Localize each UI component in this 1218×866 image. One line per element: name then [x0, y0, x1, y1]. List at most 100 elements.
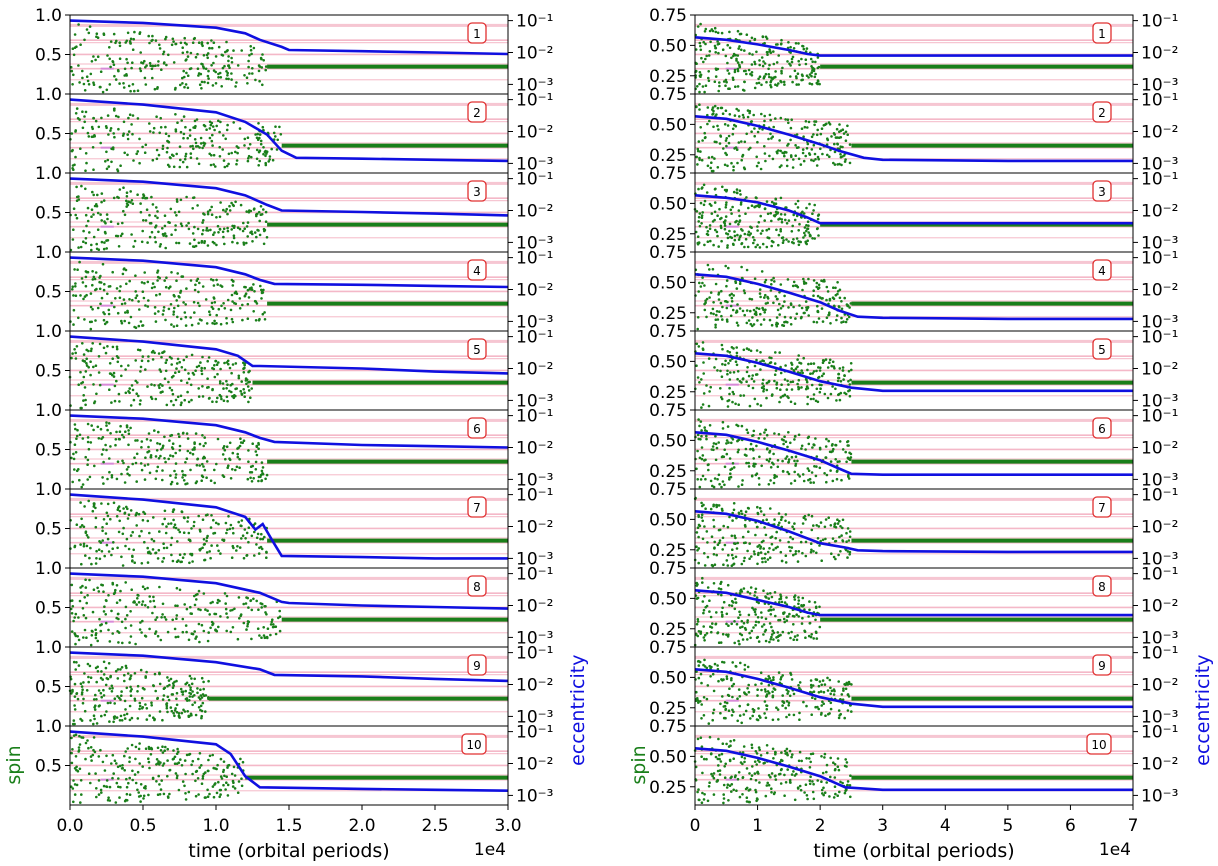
spin-point — [796, 459, 799, 463]
spin-point — [783, 154, 786, 158]
spin-point — [815, 455, 819, 458]
spin-point — [812, 159, 815, 163]
spin-point — [724, 54, 728, 58]
spin-point — [201, 385, 204, 388]
spin-point — [85, 544, 89, 548]
spin-point — [696, 25, 700, 28]
spin-tick-label: 0.50 — [649, 273, 687, 293]
spin-point — [260, 606, 264, 609]
spin-point — [843, 391, 846, 395]
spin-point — [769, 592, 772, 595]
spin-point — [244, 537, 247, 540]
spin-point — [95, 392, 98, 396]
spin-point — [247, 540, 250, 544]
spin-point — [185, 607, 189, 611]
spin-point — [173, 88, 177, 91]
spin-point — [698, 381, 701, 384]
spin-point — [842, 320, 845, 324]
spin-point — [77, 468, 80, 471]
spin-point — [763, 280, 767, 284]
spin-point — [175, 752, 179, 755]
spin-point — [162, 694, 166, 697]
spin-point — [210, 544, 213, 547]
spin-point — [171, 686, 175, 689]
spin-point — [90, 215, 93, 218]
spin-point — [269, 623, 273, 626]
spin-point — [721, 48, 725, 51]
spin-point — [224, 788, 227, 791]
spin-point — [716, 234, 719, 238]
spin-point — [216, 396, 219, 400]
spin-point — [135, 511, 138, 515]
spin-point — [233, 394, 236, 397]
spin-point — [111, 776, 114, 780]
spin-point — [78, 767, 82, 771]
subplot: 1.00.510⁻¹10⁻²10⁻³2 — [35, 85, 553, 174]
spin-point — [732, 502, 736, 505]
spin-point — [227, 763, 231, 767]
spin-point — [87, 675, 90, 679]
spin-point — [139, 370, 142, 373]
spin-point — [159, 448, 163, 451]
spin-point — [110, 553, 113, 557]
spin-point — [81, 76, 84, 80]
spin-point — [742, 559, 746, 563]
spin-point — [109, 65, 112, 69]
spin-point — [84, 586, 88, 589]
spin-point — [820, 374, 824, 378]
spin-point — [238, 444, 242, 448]
spin-point — [813, 237, 816, 240]
spin-point — [203, 542, 206, 546]
spin-point — [700, 378, 703, 381]
spin-point — [768, 361, 772, 365]
spin-point — [77, 195, 80, 198]
spin-point — [786, 395, 789, 398]
spin-point — [103, 282, 106, 286]
spin-point — [752, 113, 755, 117]
spin-point — [82, 544, 86, 548]
spin-point — [699, 126, 702, 129]
spin-point — [149, 455, 152, 459]
spin-point — [708, 296, 711, 299]
spin-point — [193, 225, 196, 229]
subplot-tag: 5 — [1098, 343, 1106, 357]
spin-point — [800, 306, 804, 310]
spin-point — [736, 233, 739, 237]
spin-point — [128, 387, 131, 390]
spin-point — [123, 699, 127, 703]
spin-point — [704, 27, 708, 31]
spin-point — [113, 697, 117, 700]
spin-point — [239, 441, 243, 444]
spin-point — [92, 275, 96, 279]
ecc-tick-label: 10⁻² — [1141, 44, 1178, 64]
spin-point — [782, 80, 786, 84]
spin-point — [832, 365, 836, 368]
spin-point — [144, 83, 148, 86]
spin-point — [231, 451, 235, 455]
spin-point — [92, 365, 95, 369]
spin-point — [759, 295, 762, 299]
spin-point — [127, 443, 130, 447]
spin-point — [783, 83, 786, 86]
spin-point — [704, 57, 707, 61]
spin-point — [163, 435, 166, 439]
spin-point — [192, 196, 195, 200]
spin-point — [252, 310, 255, 313]
spin-point — [202, 66, 206, 70]
spin-point — [256, 132, 260, 136]
spin-point — [262, 242, 266, 246]
spin-point — [205, 229, 208, 232]
spin-point — [108, 46, 111, 49]
spin-point — [136, 684, 140, 688]
spin-point — [70, 132, 74, 135]
spin-point — [86, 79, 90, 83]
spin-point — [95, 557, 98, 560]
spin-point — [829, 392, 833, 396]
spin-point — [836, 281, 839, 284]
spin-point — [789, 126, 793, 130]
spin-point — [766, 592, 769, 595]
spin-point — [743, 514, 747, 517]
spin-point — [705, 437, 708, 441]
spin-point — [104, 221, 107, 225]
spin-tick-label: 0.75 — [649, 164, 687, 184]
